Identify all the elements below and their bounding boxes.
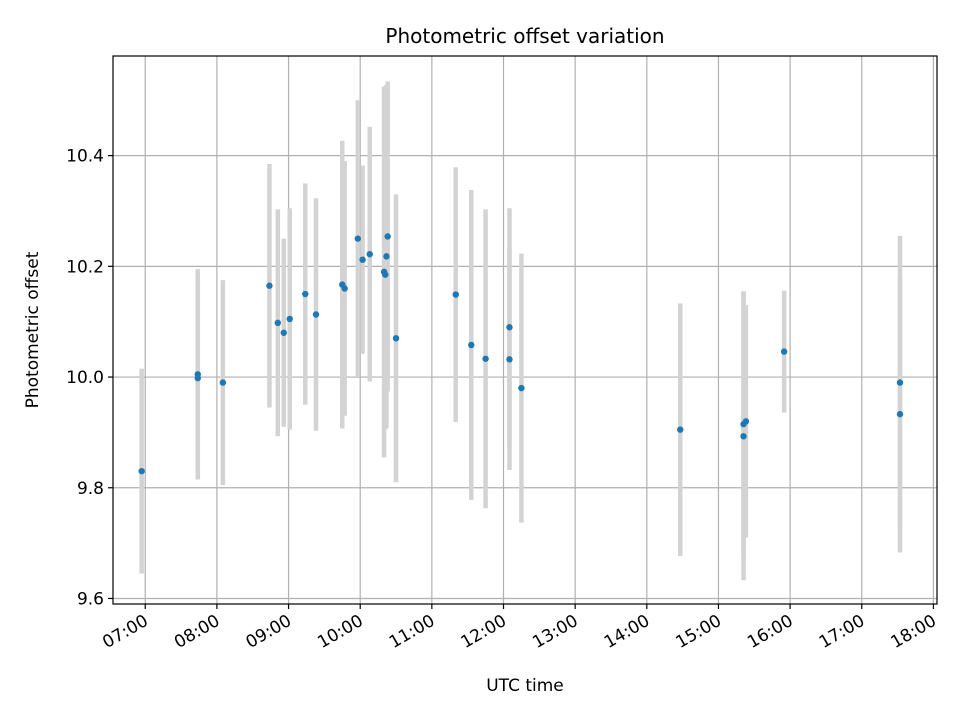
data-point (677, 426, 684, 433)
data-point (383, 253, 390, 260)
x-tick-label: 16:00 (744, 611, 796, 653)
x-tick-label: 11:00 (386, 611, 438, 653)
x-tick-label: 15:00 (673, 611, 725, 653)
data-point (280, 329, 287, 336)
data-point (742, 418, 750, 425)
data-point (194, 374, 201, 382)
x-axis-title: UTC time (486, 676, 564, 696)
x-tick-label: 13:00 (529, 611, 581, 653)
y-tick-label: 10.2 (66, 257, 104, 277)
x-tick-label: 09:00 (243, 611, 295, 653)
data-point (896, 379, 904, 386)
data-point (219, 379, 227, 386)
data-point (468, 341, 475, 349)
data-point (354, 235, 362, 242)
data-point (382, 271, 389, 278)
x-tick-label: 12:00 (458, 611, 510, 653)
x-tick-label: 08:00 (171, 611, 223, 653)
data-point (896, 410, 904, 418)
data-point (366, 250, 373, 258)
data-point (780, 348, 788, 355)
data-point (452, 291, 459, 298)
data-points (138, 233, 904, 475)
data-point (312, 311, 320, 318)
y-tick-label: 10.0 (66, 368, 104, 388)
y-tick-label: 10.4 (66, 147, 104, 167)
chart-title: Photometric offset variation (385, 24, 664, 48)
data-point (266, 282, 273, 289)
data-point (274, 319, 281, 327)
data-point (392, 335, 400, 342)
data-point (506, 356, 513, 363)
data-point (506, 324, 513, 331)
data-point (302, 290, 309, 298)
y-tick-label: 9.8 (77, 479, 104, 499)
data-point (740, 433, 747, 440)
x-tick-label: 18:00 (887, 611, 939, 653)
x-tick-label: 17:00 (816, 611, 868, 653)
y-axis-title: Photometric offset (23, 251, 43, 408)
data-point (384, 233, 391, 240)
plot-frame (112, 55, 938, 605)
x-tick-label: 07:00 (99, 611, 151, 653)
error-bars (139, 81, 903, 581)
data-point (359, 256, 366, 263)
data-point (518, 384, 525, 392)
data-point (482, 355, 489, 362)
x-tick-label: 14:00 (601, 611, 653, 653)
data-point (286, 315, 293, 323)
data-point (138, 467, 145, 475)
y-tick-label: 9.6 (77, 589, 104, 609)
x-tick-label: 10:00 (314, 611, 366, 653)
grid (113, 56, 937, 604)
data-point (341, 285, 348, 292)
